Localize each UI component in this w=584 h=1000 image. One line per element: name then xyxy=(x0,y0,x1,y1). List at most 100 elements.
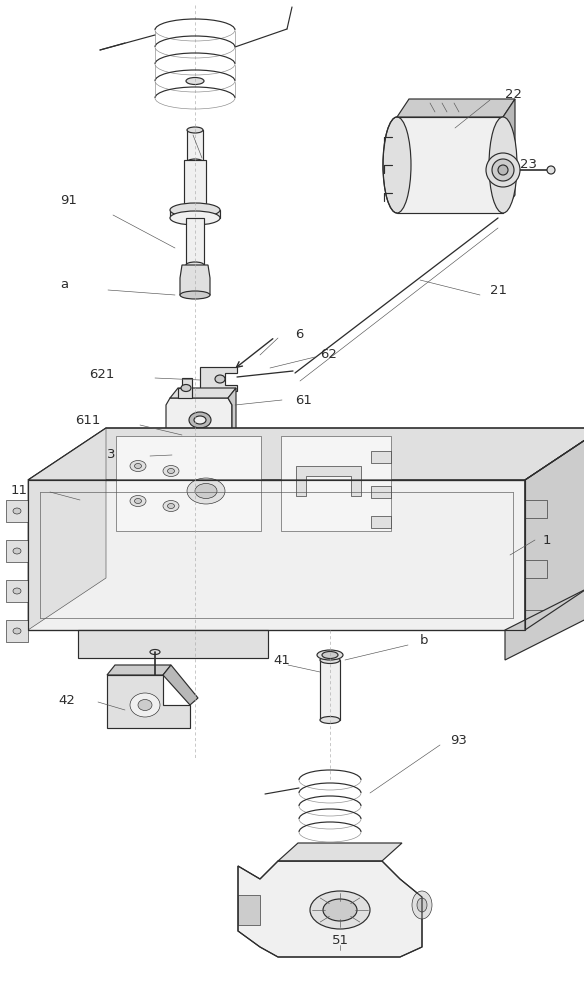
Text: 93: 93 xyxy=(450,734,467,746)
Ellipse shape xyxy=(194,416,206,424)
Ellipse shape xyxy=(181,384,191,391)
Ellipse shape xyxy=(417,898,427,912)
Ellipse shape xyxy=(163,500,179,512)
Text: 51: 51 xyxy=(332,934,349,946)
Ellipse shape xyxy=(130,460,146,472)
Ellipse shape xyxy=(163,466,179,477)
Polygon shape xyxy=(166,398,232,445)
Polygon shape xyxy=(371,451,391,463)
Text: 621: 621 xyxy=(89,368,115,381)
Ellipse shape xyxy=(322,652,338,658)
Text: 91: 91 xyxy=(60,194,77,207)
Ellipse shape xyxy=(547,166,555,174)
Ellipse shape xyxy=(489,117,517,213)
Ellipse shape xyxy=(317,650,343,660)
Polygon shape xyxy=(397,99,515,117)
Text: 3: 3 xyxy=(106,448,115,462)
Ellipse shape xyxy=(186,262,204,268)
Ellipse shape xyxy=(189,412,211,428)
Polygon shape xyxy=(525,560,547,578)
Ellipse shape xyxy=(186,78,204,85)
Ellipse shape xyxy=(310,891,370,929)
Ellipse shape xyxy=(170,211,220,225)
Polygon shape xyxy=(503,99,515,213)
Ellipse shape xyxy=(214,400,226,410)
Polygon shape xyxy=(278,843,402,861)
Polygon shape xyxy=(6,500,28,522)
Polygon shape xyxy=(107,675,190,728)
Ellipse shape xyxy=(492,159,514,181)
Ellipse shape xyxy=(323,899,357,921)
Ellipse shape xyxy=(187,478,225,504)
Ellipse shape xyxy=(138,700,152,710)
Ellipse shape xyxy=(13,588,21,594)
Polygon shape xyxy=(170,388,236,398)
Text: 6: 6 xyxy=(295,328,303,342)
Polygon shape xyxy=(107,665,171,675)
Ellipse shape xyxy=(168,468,175,474)
Polygon shape xyxy=(228,388,236,445)
Ellipse shape xyxy=(130,693,160,717)
Polygon shape xyxy=(371,486,391,498)
Polygon shape xyxy=(163,665,198,705)
Polygon shape xyxy=(371,516,391,528)
Ellipse shape xyxy=(134,498,141,504)
Ellipse shape xyxy=(187,159,203,165)
Polygon shape xyxy=(170,210,220,218)
Ellipse shape xyxy=(383,117,411,213)
Ellipse shape xyxy=(168,504,175,508)
Text: 23: 23 xyxy=(520,158,537,172)
Polygon shape xyxy=(178,378,192,398)
Ellipse shape xyxy=(13,508,21,514)
Polygon shape xyxy=(397,117,503,213)
Text: 22: 22 xyxy=(505,89,522,102)
Polygon shape xyxy=(184,160,206,210)
Ellipse shape xyxy=(130,495,146,506)
Polygon shape xyxy=(28,480,525,630)
Polygon shape xyxy=(525,500,547,518)
Text: 42: 42 xyxy=(58,694,75,706)
Polygon shape xyxy=(6,540,28,562)
Text: b: b xyxy=(420,634,429,647)
Ellipse shape xyxy=(498,165,508,175)
Polygon shape xyxy=(187,130,203,162)
Polygon shape xyxy=(200,367,237,391)
Ellipse shape xyxy=(13,548,21,554)
Polygon shape xyxy=(28,428,584,480)
Polygon shape xyxy=(6,620,28,642)
Polygon shape xyxy=(281,436,391,531)
Text: 1: 1 xyxy=(543,534,551,546)
Ellipse shape xyxy=(320,656,340,664)
Ellipse shape xyxy=(412,891,432,919)
Polygon shape xyxy=(78,630,268,658)
Ellipse shape xyxy=(320,716,340,724)
Polygon shape xyxy=(296,466,361,496)
Polygon shape xyxy=(238,895,260,925)
Text: 61: 61 xyxy=(295,393,312,406)
Text: 11: 11 xyxy=(11,484,28,496)
Text: 41: 41 xyxy=(273,654,290,666)
Ellipse shape xyxy=(134,464,141,468)
Ellipse shape xyxy=(150,650,160,654)
Polygon shape xyxy=(28,428,106,630)
Polygon shape xyxy=(525,428,584,630)
Ellipse shape xyxy=(486,153,520,187)
Polygon shape xyxy=(207,391,233,419)
Polygon shape xyxy=(525,610,547,628)
Text: a: a xyxy=(60,278,68,292)
Polygon shape xyxy=(186,218,204,265)
Polygon shape xyxy=(116,436,261,531)
Ellipse shape xyxy=(184,207,206,214)
Ellipse shape xyxy=(180,291,210,299)
Polygon shape xyxy=(505,578,584,660)
Text: 611: 611 xyxy=(75,414,100,426)
Text: 21: 21 xyxy=(490,284,507,296)
Ellipse shape xyxy=(187,127,203,133)
Polygon shape xyxy=(180,265,210,295)
Polygon shape xyxy=(238,861,422,957)
Ellipse shape xyxy=(13,628,21,634)
Ellipse shape xyxy=(215,375,225,383)
Ellipse shape xyxy=(195,484,217,498)
Polygon shape xyxy=(320,660,340,720)
Text: 62: 62 xyxy=(320,349,337,361)
